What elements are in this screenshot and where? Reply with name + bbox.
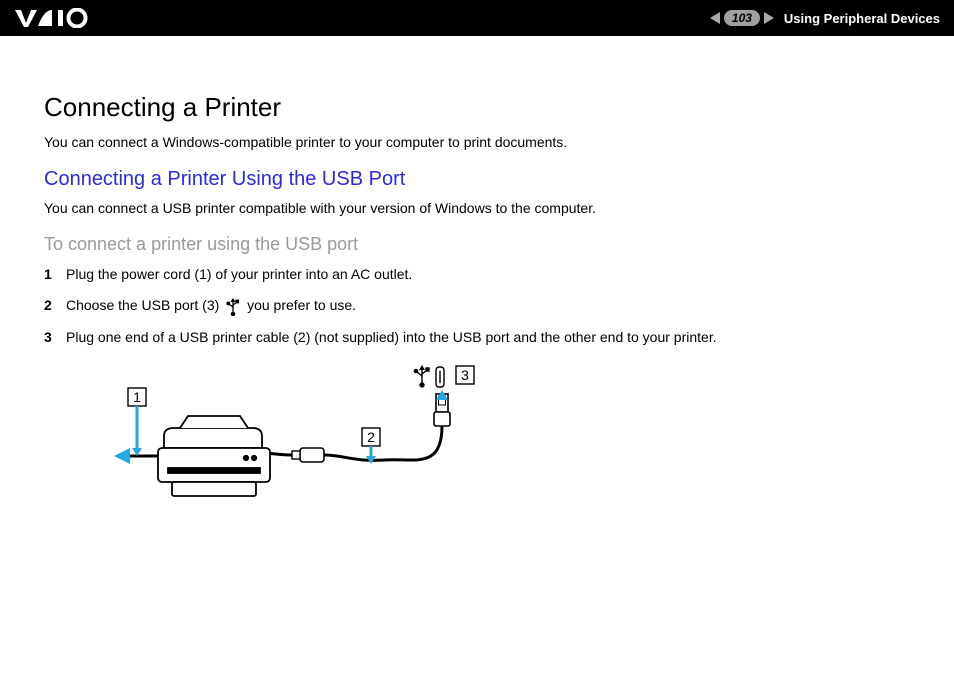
callout-1: 1	[128, 388, 146, 406]
nav-prev-icon[interactable]	[710, 12, 720, 24]
step-item: 3 Plug one end of a USB printer cable (2…	[44, 328, 910, 348]
connection-diagram: 3 2	[114, 360, 910, 525]
callout-3: 3	[456, 366, 474, 384]
procedure-heading: To connect a printer using the USB port	[44, 234, 910, 255]
svg-text:2: 2	[367, 429, 375, 445]
page-content: Connecting a Printer You can connect a W…	[0, 36, 954, 525]
section-heading: Connecting a Printer Using the USB Port	[44, 168, 910, 191]
step-number: 1	[44, 265, 66, 285]
callout-2: 2	[362, 428, 380, 446]
step-text: Choose the USB port (3)	[66, 296, 356, 316]
step-item: 1 Plug the power cord (1) of your printe…	[44, 265, 910, 285]
sub-intro-text: You can connect a USB printer compatible…	[44, 199, 910, 218]
topbar: 103 Using Peripheral Devices	[0, 0, 954, 36]
vaio-logo	[14, 8, 114, 28]
step-item: 2 Choose the USB port (3)	[44, 296, 910, 316]
step-number: 2	[44, 296, 66, 316]
section-label: Using Peripheral Devices	[784, 11, 940, 26]
step-text-after: you prefer to use.	[247, 297, 356, 313]
page-number: 103	[724, 10, 760, 26]
step-text: Plug the power cord (1) of your printer …	[66, 265, 412, 285]
intro-text: You can connect a Windows-compatible pri…	[44, 133, 910, 152]
step-list: 1 Plug the power cord (1) of your printe…	[44, 265, 910, 348]
nav-next-icon[interactable]	[764, 12, 774, 24]
step-text-before: Choose the USB port (3)	[66, 297, 223, 313]
svg-text:1: 1	[133, 389, 141, 405]
page-title: Connecting a Printer	[44, 92, 910, 123]
usb-trident-icon	[226, 298, 240, 316]
arrow-icon	[114, 448, 130, 464]
topbar-right: 103 Using Peripheral Devices	[710, 10, 940, 26]
svg-text:3: 3	[461, 367, 469, 383]
step-number: 3	[44, 328, 66, 348]
step-text: Plug one end of a USB printer cable (2) …	[66, 328, 717, 348]
